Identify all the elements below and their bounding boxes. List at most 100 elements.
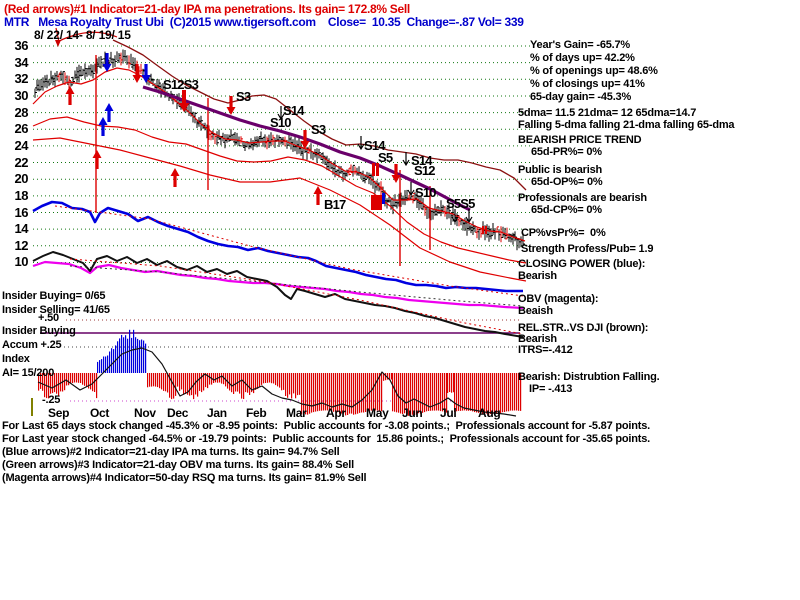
upper-band-maroon-line	[112, 39, 527, 191]
hist-bar-red	[468, 373, 470, 411]
signal-label: S3	[236, 89, 251, 104]
hist-bar-red	[506, 373, 508, 412]
hist-bar-red	[518, 373, 520, 411]
stat-line: BEARISH PRICE TREND	[518, 134, 642, 146]
pause-bars-icon	[485, 226, 487, 234]
hist-bar-red	[345, 373, 347, 416]
hist-bar-red	[385, 373, 387, 381]
month-label: Nov	[134, 406, 156, 420]
signal-label: S10	[270, 115, 292, 130]
hist-bar-red	[331, 373, 333, 411]
hist-bar-red	[245, 373, 247, 393]
signal-label: S3	[311, 122, 326, 137]
hist-bar-red	[177, 373, 179, 387]
hist-bar-red	[454, 373, 456, 412]
hist-bar-red	[66, 373, 68, 386]
hist-bar-red	[277, 373, 279, 387]
hist-bar-red	[440, 373, 442, 412]
summary-line: (Green arrows)#3 Indicator=21-day OBV ma…	[2, 459, 354, 471]
hist-bar-red	[263, 373, 265, 384]
hist-bar-red	[209, 373, 211, 385]
summary-line: (Blue arrows)#2 Indicator=21-day IPA ma …	[2, 446, 340, 458]
hist-bar-red	[453, 373, 455, 393]
hist-bar-red	[183, 373, 185, 395]
hist-bar-red	[512, 373, 514, 411]
red-up-arrow-icon	[170, 168, 180, 187]
stat-line: Public is bearish	[518, 164, 603, 176]
hist-bar-red	[416, 373, 418, 415]
hist-bar-red	[371, 373, 373, 411]
lower-band-red-line	[32, 116, 527, 264]
hist-bar-red	[462, 373, 464, 411]
black-down-arrow-icon	[407, 182, 415, 197]
hist-bar-red	[414, 373, 416, 415]
stat-line: 5dma= 11.5 21dma= 12 65dma=14.7	[518, 107, 697, 119]
hist-bar-blue	[101, 359, 103, 373]
insider-label: -.25	[42, 394, 61, 406]
month-label: Apr	[326, 406, 346, 420]
hist-bar-red	[239, 373, 241, 394]
hist-bar-red	[426, 373, 428, 412]
hist-bar-red	[377, 373, 379, 411]
hist-bar-red	[92, 373, 94, 392]
hist-bar-red	[259, 373, 261, 387]
hist-bar-red	[367, 373, 369, 412]
hist-bar-red	[147, 373, 149, 388]
signal-label: S14	[283, 103, 305, 118]
hist-bar-red	[96, 373, 98, 399]
hist-bar-red	[389, 373, 391, 380]
hist-bar-blue	[123, 337, 125, 373]
y-axis-label: 20	[14, 171, 29, 187]
stat-line: IP= -.413	[529, 383, 573, 395]
hist-bar-red	[247, 373, 249, 393]
hist-bar-red	[329, 373, 331, 411]
hist-bar-red	[379, 373, 381, 411]
summary-line: For Last 65 days stock changed -45.3% or…	[2, 420, 651, 432]
hist-bar-red	[460, 373, 462, 411]
month-label: May	[366, 406, 389, 420]
y-axis-label: 36	[14, 38, 29, 53]
pause-bars-icon	[372, 163, 375, 176]
hist-bar-red	[470, 373, 472, 411]
hist-bar-red	[271, 373, 273, 384]
hist-bar-red	[315, 373, 317, 412]
hist-bar-red	[84, 373, 86, 386]
insider-label: Insider Buying= 0/65	[2, 290, 106, 302]
black-down-arrow-icon	[357, 136, 365, 151]
summary-line: (Magenta arrows)#4 Indicator=50-day RSQ …	[2, 472, 367, 484]
hist-bar-red	[337, 373, 339, 413]
hist-bar-red	[261, 373, 263, 385]
hist-bar-blue	[113, 349, 115, 373]
insider-label: AI= 15/200	[2, 367, 55, 379]
hist-bar-red	[418, 373, 420, 414]
stat-line: Beaish	[518, 305, 553, 317]
hist-bar-blue	[127, 338, 129, 373]
hist-bar-red	[398, 373, 400, 413]
hist-bar-red	[434, 373, 436, 411]
hist-bar-red	[438, 373, 440, 411]
hist-bar-red	[289, 373, 291, 395]
stat-line: Strength Profess/Pub= 1.9	[521, 243, 654, 255]
month-label: Oct	[90, 406, 110, 420]
hist-bar-red	[333, 373, 335, 412]
y-axis-label: 24	[14, 137, 29, 153]
hist-bar-red	[514, 373, 516, 411]
month-label: Dec	[167, 406, 189, 420]
black-down-arrow-icon	[451, 209, 459, 224]
y-axis-label: 32	[14, 71, 29, 87]
hist-bar-blue	[109, 351, 111, 373]
hist-bar-blue	[131, 337, 133, 373]
hist-bar-blue	[105, 356, 107, 373]
hist-bar-blue	[139, 340, 141, 373]
hist-bar-red	[321, 373, 323, 411]
signal-label: B17	[324, 197, 346, 212]
hist-bar-red	[313, 373, 315, 413]
closing-power-blue-line	[32, 200, 523, 293]
hist-bar-red	[195, 373, 197, 395]
hist-bar-blue	[107, 355, 109, 373]
hist-bar-red	[64, 373, 66, 391]
hist-bar-blue	[141, 339, 143, 373]
hist-bar-red	[94, 373, 96, 392]
red-up-arrow-icon	[65, 86, 75, 105]
hist-bar-red	[273, 373, 275, 384]
